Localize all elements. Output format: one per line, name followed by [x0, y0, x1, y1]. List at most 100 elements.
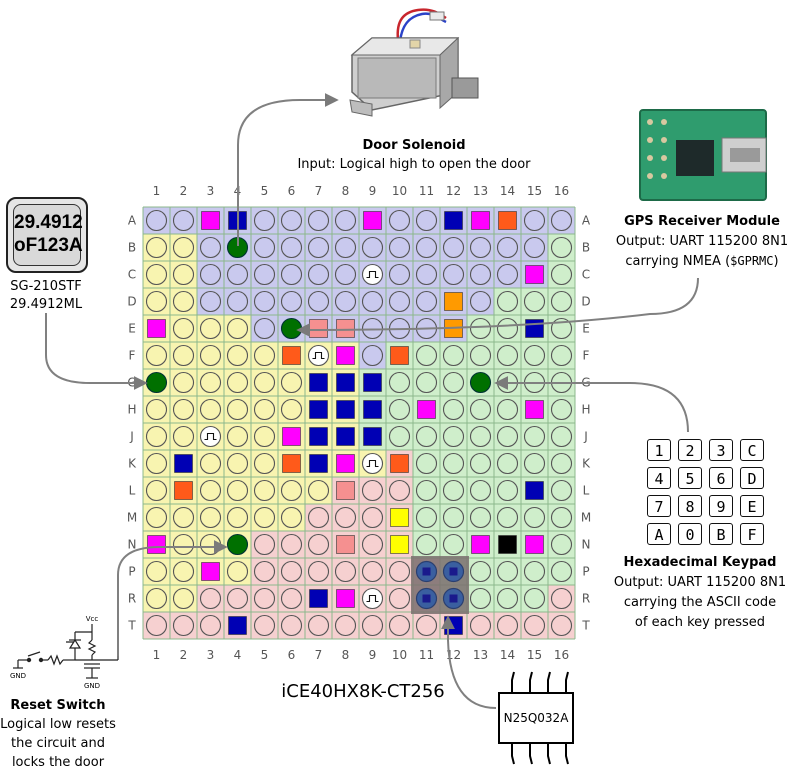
region-cell: [521, 234, 548, 261]
row-label: E: [582, 322, 590, 336]
region-cell: [278, 477, 305, 504]
pin-ball: [253, 209, 276, 232]
pin-ball: [550, 317, 573, 340]
arrow-gps: [296, 277, 699, 337]
region-cell: [548, 234, 575, 261]
pin-ball: [361, 533, 384, 556]
row-label: B: [582, 241, 590, 255]
column-label: 15: [527, 184, 542, 198]
pin-ball: [145, 344, 168, 367]
pin-ball: [307, 236, 330, 259]
pin-ball: [523, 344, 546, 367]
pin-ball: [172, 209, 195, 232]
oscillator-freq-label: 29.4912ML: [9, 297, 83, 312]
pin-ball: [280, 398, 303, 421]
pin-ball: [550, 236, 573, 259]
reset-line1: Logical low resets: [0, 717, 116, 732]
pin-ball: [226, 263, 249, 286]
pin-ball: [469, 344, 492, 367]
column-label: 10: [392, 184, 407, 198]
region-cell: [413, 342, 440, 369]
region-cell: [197, 342, 224, 369]
region-cell: [413, 288, 440, 315]
region-cell: [359, 234, 386, 261]
region-cell: [548, 558, 575, 585]
row-label: R: [128, 592, 136, 606]
pin-square: [282, 454, 301, 473]
region-cell: [440, 423, 467, 450]
region-cell: [467, 396, 494, 423]
region-cell: [386, 261, 413, 288]
pin-ball: [145, 479, 168, 502]
keypad-line2: carrying the ASCII code: [623, 595, 777, 610]
pin-ball: [469, 506, 492, 529]
row-label: P: [128, 565, 135, 579]
region-cell: [170, 396, 197, 423]
pin-ball: [496, 560, 519, 583]
region-cell: [386, 288, 413, 315]
pin-ball: [199, 614, 222, 637]
pin-square: [471, 535, 490, 554]
region-cell: [332, 288, 359, 315]
keypad-key: 1: [647, 439, 671, 461]
pin-ball: [550, 344, 573, 367]
region-cell: [170, 315, 197, 342]
connection-arrows: [45, 93, 699, 709]
region-cell: [413, 207, 440, 234]
region-cell: [251, 207, 278, 234]
pin-ball: [172, 263, 195, 286]
pin-ball: [172, 371, 195, 394]
solenoid-image: [349, 8, 479, 117]
region-cell: [143, 504, 170, 531]
pin-ball: [442, 533, 465, 556]
pin-square: [174, 481, 193, 500]
region-cell: [143, 423, 170, 450]
region-cell: [224, 558, 251, 585]
region-cell: [170, 261, 197, 288]
keypad-line1: Output: UART 115200 8N1: [613, 575, 787, 590]
region-cell: [305, 261, 332, 288]
reset-gnd-right-label: GND: [84, 682, 100, 690]
region-cell: [224, 423, 251, 450]
pin-ball: [415, 425, 438, 448]
keypad-key: 8: [678, 495, 702, 517]
pin-ball: [469, 614, 492, 637]
column-label: 7: [315, 184, 323, 198]
pin-ball: [496, 263, 519, 286]
pin-ball: [415, 533, 438, 556]
region-cell: [467, 261, 494, 288]
pin-ball: [226, 398, 249, 421]
part-name: iCE40HX8K-CT256: [281, 681, 445, 702]
pin-ball: [172, 614, 195, 637]
gps-line2: carrying NMEA ($GPRMC): [625, 254, 778, 269]
column-label: 10: [392, 648, 407, 662]
pin-ball: [469, 317, 492, 340]
region-cell: [197, 585, 224, 612]
pin-ball: [415, 209, 438, 232]
region-cell: [359, 612, 386, 639]
row-label: K: [128, 457, 137, 471]
region-cell: [251, 234, 278, 261]
region-cell: [359, 477, 386, 504]
region-cell: [143, 477, 170, 504]
row-label: P: [582, 565, 589, 579]
region-cell: [494, 450, 521, 477]
pin-connected: [469, 371, 492, 394]
pin-ball: [334, 209, 357, 232]
region-cell: [305, 207, 332, 234]
region-cell: [224, 585, 251, 612]
oscillator-marking-line2: oF123A: [14, 235, 83, 256]
pin-square: [309, 373, 328, 392]
column-label: 2: [180, 184, 188, 198]
region-cell: [440, 531, 467, 558]
pin-ball: [280, 371, 303, 394]
pin-ball: [226, 317, 249, 340]
region-cell: [467, 450, 494, 477]
region-cell: [494, 477, 521, 504]
pin-ball: [469, 587, 492, 610]
pin-square: [444, 211, 463, 230]
pin-ball: [496, 344, 519, 367]
region-cell: [467, 423, 494, 450]
pin-ball: [388, 614, 411, 637]
region-cell: [224, 261, 251, 288]
